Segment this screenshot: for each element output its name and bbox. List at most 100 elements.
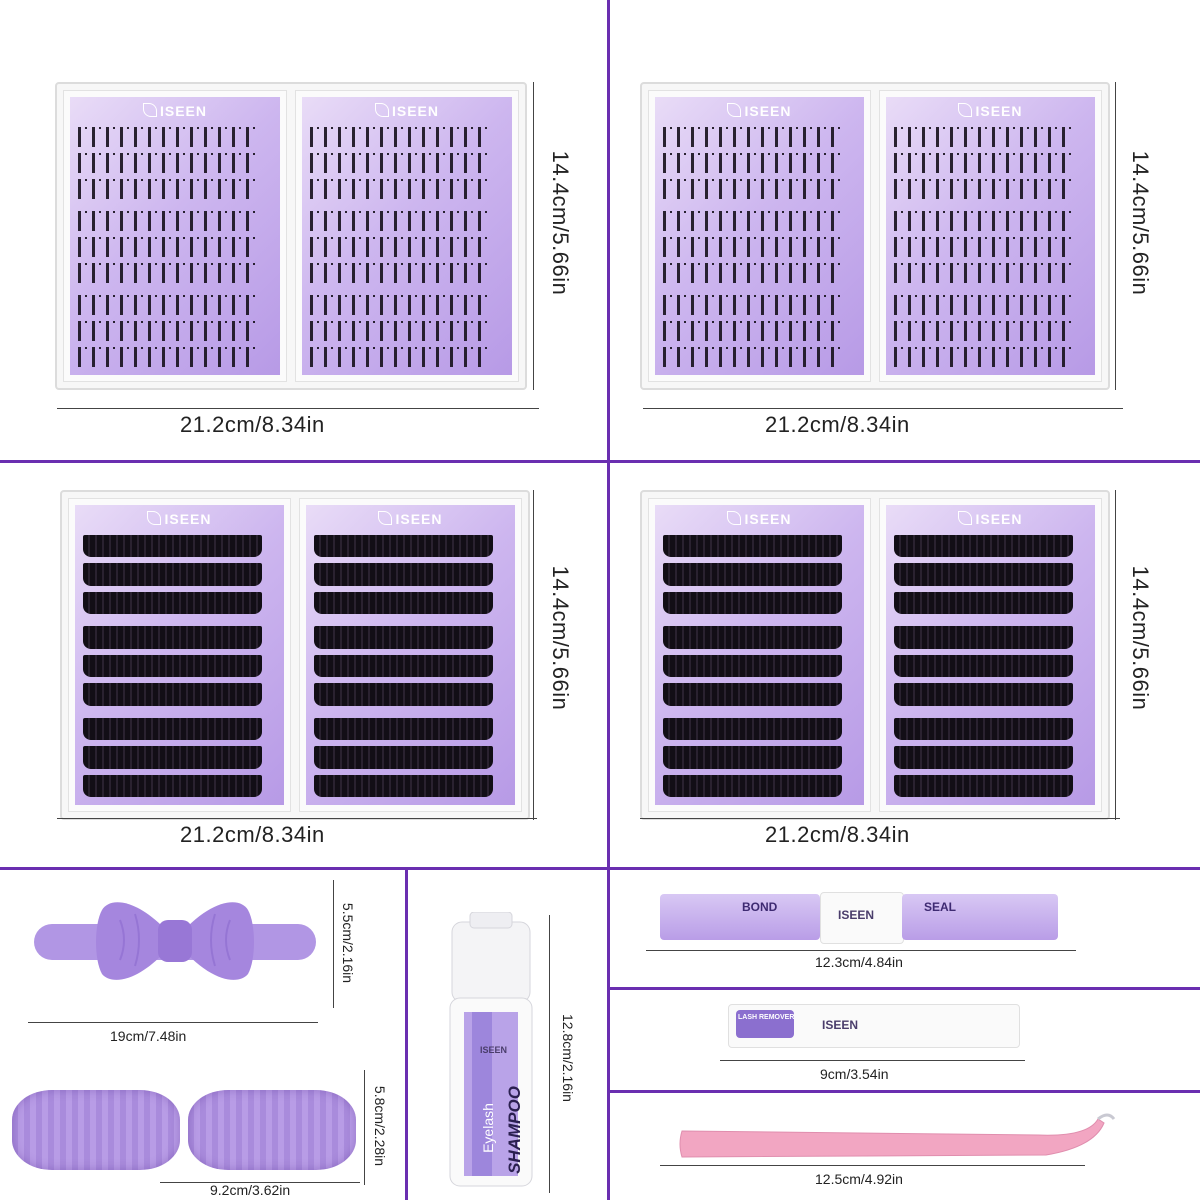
case-height-label: 14.4cm/5.66in: [548, 150, 573, 296]
divider-right-1: [607, 987, 1200, 990]
lash-row: [894, 317, 1073, 341]
tweezers-width-line: [660, 1165, 1085, 1166]
lash-row: [894, 654, 1073, 678]
bond-seal-brand: ISEEN: [838, 908, 875, 922]
leaf-logo-icon: [374, 103, 389, 117]
leaf-logo-icon: [958, 511, 973, 525]
divider-vertical-bottom-right: [607, 867, 610, 1200]
seal-tube-image: [902, 894, 1058, 940]
seal-label: SEAL: [924, 900, 957, 914]
lash-row: [83, 746, 262, 769]
lash-row: [894, 343, 1073, 367]
divider-vertical-bottom-left: [405, 867, 408, 1200]
lash-row: [663, 149, 842, 173]
lash-row: [663, 563, 842, 586]
lash-row: [310, 343, 490, 367]
remover-panel: LASH REMOVER ISEEN 9cm/3.54in: [610, 990, 1200, 1090]
wristbands-width-label: 9.2cm/3.62in: [210, 1182, 291, 1198]
brand-text: ISEEN: [744, 511, 792, 527]
lash-row: [663, 175, 842, 199]
lash-row: [894, 683, 1073, 706]
lash-row: [83, 591, 262, 615]
lash-card: ISEEN: [886, 505, 1095, 805]
case-width-line: [57, 818, 537, 819]
lash-row: [314, 717, 493, 741]
lash-card-brand: ISEEN: [70, 103, 280, 119]
lash-row: [663, 535, 842, 558]
lash-row: [894, 149, 1073, 173]
bond-seal-panel: BOND ISEEN SEAL 12.3cm/4.84in: [610, 870, 1200, 987]
shampoo-brand: ISEEN: [480, 1045, 508, 1055]
lash-row: [663, 343, 842, 367]
lash-row: [314, 591, 493, 615]
lash-row: [78, 149, 258, 173]
lash-row: [314, 746, 493, 769]
lash-row: [310, 149, 490, 173]
lash-row: [894, 563, 1073, 586]
wristbands-width-line: [160, 1182, 360, 1183]
shampoo-line2: SHAMPOO: [505, 1086, 524, 1174]
lash-card: ISEEN: [302, 97, 512, 375]
lash-card-brand: ISEEN: [655, 103, 864, 119]
remover-label-block: [736, 1010, 794, 1038]
lash-card: ISEEN: [655, 505, 864, 805]
lash-row: [310, 175, 490, 199]
lash-row: [663, 626, 842, 649]
lash-row: [663, 591, 842, 615]
divider-vertical-top: [607, 0, 610, 870]
brand-text: ISEEN: [159, 103, 207, 119]
brand-text: ISEEN: [395, 511, 443, 527]
wristbands-panel: 5.8cm/2.28in 9.2cm/3.62in: [0, 1070, 405, 1200]
case-width-line: [57, 408, 539, 409]
lash-row: [314, 683, 493, 706]
lash-row: [310, 123, 490, 147]
lash-tray-left: ISEEN: [63, 90, 287, 382]
lash-row: [663, 259, 842, 283]
lash-row: [894, 626, 1073, 649]
headband-height-line: [333, 880, 334, 1008]
case-width-label: 21.2cm/8.34in: [180, 412, 325, 437]
tweezers-panel: 12.5cm/4.92in: [610, 1093, 1200, 1200]
lash-tray-left: ISEEN: [68, 498, 291, 812]
lash-row: [314, 563, 493, 586]
leaf-logo-icon: [378, 511, 393, 525]
headband-panel: 5.5cm/2.16in 19cm/7.48in: [0, 870, 405, 1070]
tweezers-image: [679, 1113, 1116, 1158]
lash-row: [78, 175, 258, 199]
leaf-logo-icon: [958, 103, 973, 117]
lash-row: [310, 317, 490, 341]
lash-card: ISEEN: [75, 505, 284, 805]
lash-tray-right: ISEEN: [879, 498, 1102, 812]
divider-horizontal-1: [0, 460, 1200, 463]
divider-horizontal-2: [0, 867, 1200, 870]
lash-row: [310, 233, 490, 257]
lash-row: [663, 123, 842, 147]
divider-right-2: [607, 1090, 1200, 1093]
lash-card-brand: ISEEN: [886, 511, 1095, 527]
case-width-label: 21.2cm/8.34in: [180, 822, 325, 847]
shampoo-height-line: [549, 915, 550, 1193]
lash-card: ISEEN: [70, 97, 280, 375]
remover-brand: ISEEN: [822, 1018, 859, 1032]
lash-tray-right: ISEEN: [295, 90, 519, 382]
shampoo-line1: Eyelash: [480, 1103, 496, 1153]
lash-row: [894, 535, 1073, 558]
shampoo-panel: ISEEN Eyelash SHAMPOO 12.8cm/2.16in: [408, 870, 607, 1200]
lash-row: [663, 317, 842, 341]
lash-row: [314, 774, 493, 797]
lash-row: [83, 654, 262, 678]
lash-row: [78, 123, 258, 147]
lash-case-image: ISEEN ISEEN: [640, 490, 1110, 820]
lash-tray-right: ISEEN: [299, 498, 522, 812]
brand-text: ISEEN: [164, 511, 212, 527]
remover-width-line: [720, 1060, 1025, 1061]
lash-row: [894, 746, 1073, 769]
lash-row: [78, 233, 258, 257]
lash-row: [83, 774, 262, 797]
lash-row: [78, 259, 258, 283]
shampoo-height-label: 12.8cm/2.16in: [560, 1014, 576, 1102]
lash-row: [894, 123, 1073, 147]
lash-case-image: ISEEN ISEEN: [640, 82, 1110, 390]
lash-row: [78, 291, 258, 315]
lash-row: [894, 259, 1073, 283]
